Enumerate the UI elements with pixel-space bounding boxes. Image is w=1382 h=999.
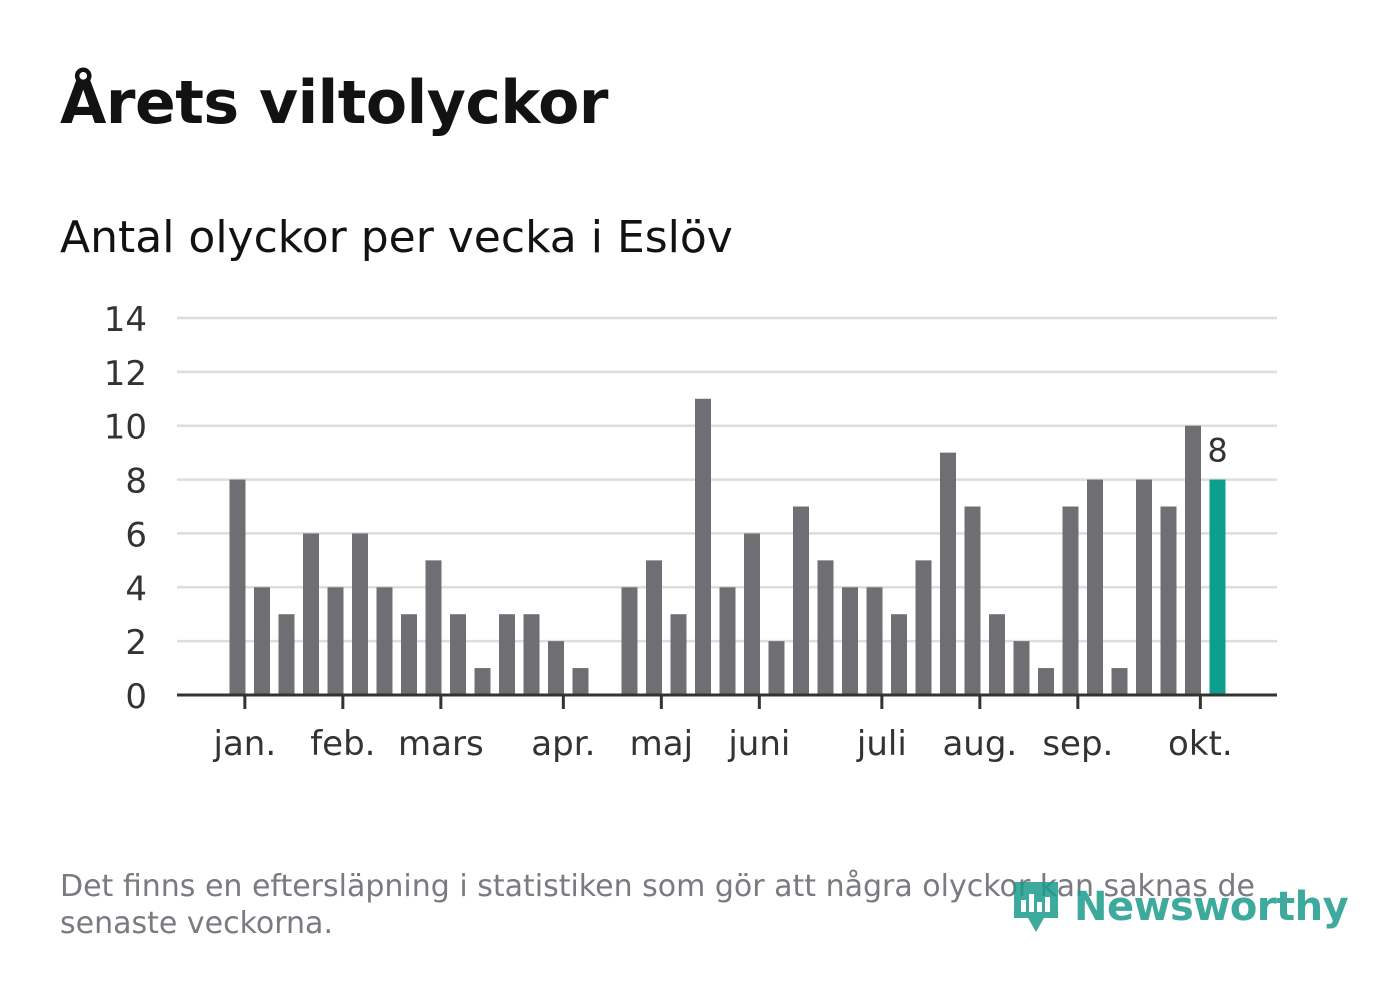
newsworthy-logo: Newsworthy [1010, 878, 1349, 936]
y-tick-label: 8 [125, 462, 147, 502]
bar [670, 614, 687, 695]
x-tick-label: apr. [531, 724, 595, 764]
chart-subtitle: Antal olyckor per vecka i Eslöv [60, 212, 733, 263]
bar [719, 587, 736, 695]
bar [499, 614, 515, 695]
bar [842, 587, 858, 695]
newsworthy-logo-text: Newsworthy [1074, 884, 1349, 930]
y-tick-label: 0 [125, 677, 147, 717]
x-tick-label: juli [856, 724, 907, 764]
bar [450, 614, 466, 695]
bar [646, 560, 662, 695]
y-tick-label: 4 [125, 569, 147, 609]
x-tick-label: maj [630, 724, 693, 764]
highlight-value-label: 8 [1207, 432, 1227, 470]
bar [989, 614, 1005, 695]
bar [940, 452, 956, 695]
y-tick-label: 10 [104, 408, 147, 448]
bar [229, 479, 246, 695]
y-tick-label: 14 [104, 300, 147, 340]
bar [891, 614, 907, 695]
x-tick-label: jan. [213, 724, 277, 764]
bar [1013, 641, 1030, 695]
x-tick-label: aug. [942, 724, 1017, 764]
newsworthy-logo-icon [1014, 882, 1058, 932]
bar [1111, 668, 1128, 695]
bar [1136, 479, 1152, 695]
chart-title: Årets viltolyckor [60, 68, 609, 138]
highlight-bar [1209, 479, 1226, 695]
y-tick-label: 6 [125, 515, 147, 555]
bar [1062, 506, 1079, 695]
bar [401, 614, 417, 695]
bar [744, 533, 760, 695]
bar [376, 587, 393, 695]
y-tick-label: 2 [125, 623, 147, 663]
x-tick-label: feb. [310, 724, 375, 764]
x-tick-label: mars [398, 724, 484, 764]
bar [866, 587, 883, 695]
bar [1160, 506, 1177, 695]
x-tick-label: okt. [1168, 724, 1233, 764]
bar [1185, 425, 1201, 695]
x-tick-label: sep. [1042, 724, 1113, 764]
bar [793, 506, 809, 695]
bar [254, 587, 270, 695]
bar [1038, 668, 1054, 695]
bar [964, 506, 981, 695]
bar [768, 641, 785, 695]
y-tick-label: 12 [104, 354, 147, 394]
bar [817, 560, 834, 695]
bar [548, 641, 564, 695]
bar [303, 533, 319, 695]
bar [474, 668, 491, 695]
bar [523, 614, 540, 695]
x-tick-label: juni [727, 724, 790, 764]
bar [572, 668, 589, 695]
bar [621, 587, 638, 695]
bar [352, 533, 368, 695]
bar [915, 560, 932, 695]
bar [278, 614, 295, 695]
bar [695, 398, 711, 695]
bar [327, 587, 344, 695]
bar [425, 560, 442, 695]
bar [1087, 479, 1103, 695]
